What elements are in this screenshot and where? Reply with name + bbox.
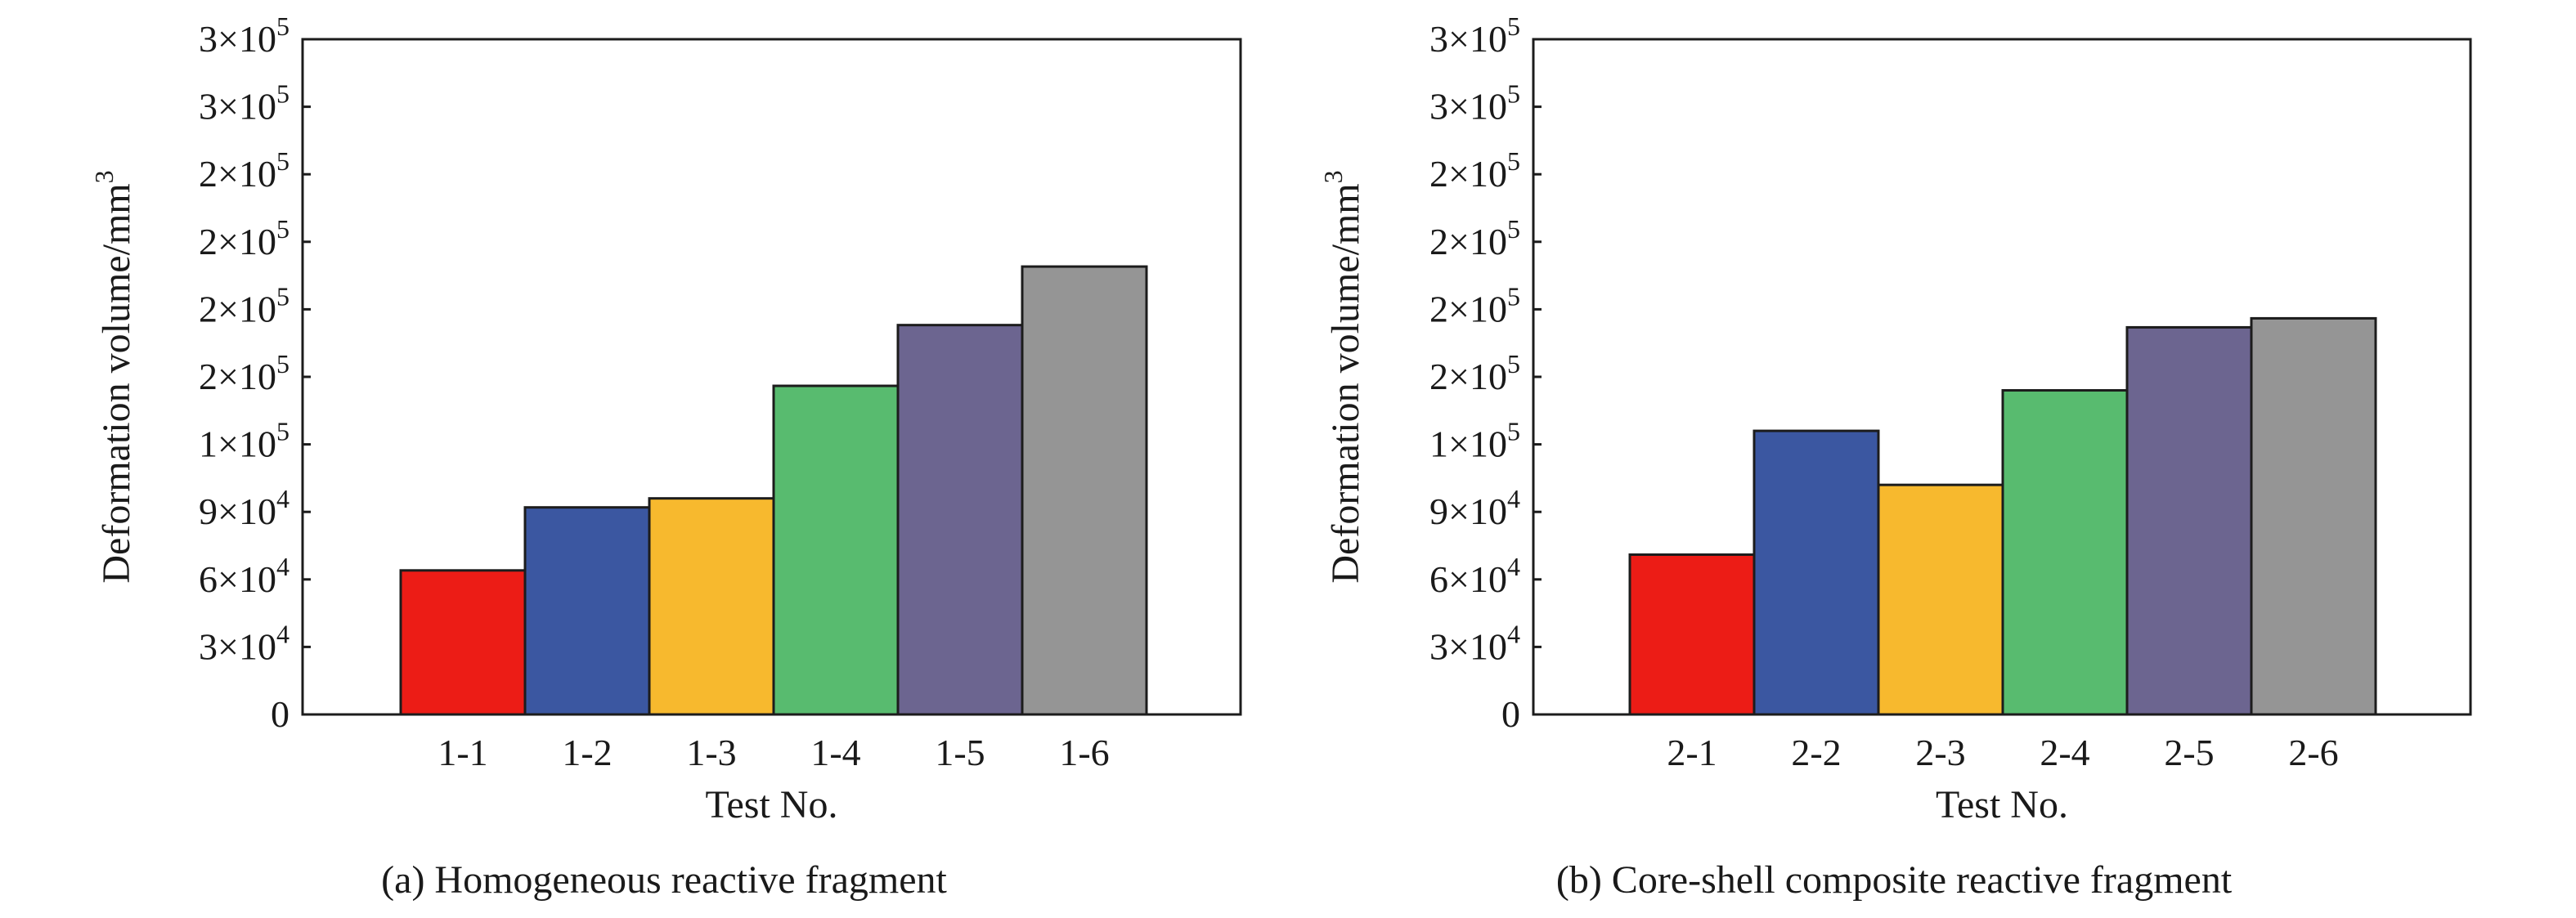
chart-b-ytick-label: 2×105 xyxy=(1429,349,1520,397)
chart-a-ytick-label: 9×104 xyxy=(199,484,289,532)
chart-a-caption: (a) Homogeneous reactive fragment xyxy=(381,858,947,902)
chart-a-y-axis-title: Deformation volume/mm3 xyxy=(89,170,138,583)
chart-b-ytick-label: 2×105 xyxy=(1429,281,1520,329)
chart-b-bar-2-2 xyxy=(1752,429,1880,716)
chart-a-ytick-label: 2×105 xyxy=(199,349,289,397)
chart-b-xtick-label-2-6: 2-6 xyxy=(2288,732,2338,773)
chart-a-bar-1-2 xyxy=(523,506,651,716)
chart-a-ytick-label: 3×105 xyxy=(199,11,289,60)
chart-a-xtick-label-1-2: 1-2 xyxy=(562,732,612,773)
chart-b-bar-2-3 xyxy=(1877,483,2004,716)
chart-a-bar-1-5 xyxy=(896,324,1024,716)
chart-b-xtick-label-2-1: 2-1 xyxy=(1667,732,1717,773)
chart-a-ytick-label: 3×104 xyxy=(199,619,289,667)
chart-a-ytick-label: 0 xyxy=(271,693,289,735)
chart-b-ytick-label: 2×105 xyxy=(1429,214,1520,262)
chart-a-x-axis-title: Test No. xyxy=(706,783,838,826)
chart-b-xtick-label-2-5: 2-5 xyxy=(2164,732,2214,773)
chart-a-bar-1-6 xyxy=(1021,265,1148,716)
chart-a-ytick-label: 1×105 xyxy=(199,417,289,465)
chart-b-y-axis-title: Deformation volume/mm3 xyxy=(1318,170,1367,583)
chart-b-ytick-label: 0 xyxy=(1501,693,1520,735)
chart-b-xtick-label-2-3: 2-3 xyxy=(1915,732,1965,773)
chart-b-ytick-label: 2×105 xyxy=(1429,146,1520,195)
chart-b-bar-2-4 xyxy=(2001,389,2129,716)
chart-a-ytick-label: 3×105 xyxy=(199,79,289,128)
chart-a-bar-1-4 xyxy=(772,384,900,716)
chart-b-ytick-label: 9×104 xyxy=(1429,484,1520,532)
chart-a-ytick-label: 6×104 xyxy=(199,552,289,600)
chart-a-xtick-label-1-6: 1-6 xyxy=(1059,732,1109,773)
chart-a-ytick-label: 2×105 xyxy=(199,146,289,195)
chart-b-ytick-label: 6×104 xyxy=(1429,552,1520,600)
chart-b-bar-2-5 xyxy=(2125,325,2253,716)
chart-a-xtick-label-1-4: 1-4 xyxy=(810,732,860,773)
chart-b-core-shell-fragment: 0 3×104 6×104 9×104 1×105 2×105 2×105 2×105 2×10… xyxy=(1318,11,2472,902)
chart-a-ytick-label: 2×105 xyxy=(199,214,289,262)
chart-b-bar-2-6 xyxy=(2250,316,2377,716)
chart-b-xtick-label-2-2: 2-2 xyxy=(1791,732,1841,773)
chart-a-ytick-label: 2×105 xyxy=(199,281,289,329)
chart-b-ytick-label: 3×105 xyxy=(1429,11,1520,60)
chart-b-ytick-label: 1×105 xyxy=(1429,417,1520,465)
chart-b-caption: (b) Core-shell composite reactive fragme… xyxy=(1556,858,2233,902)
chart-a-bar-1-1 xyxy=(399,569,527,716)
chart-a-xtick-label-1-5: 1-5 xyxy=(935,732,985,773)
chart-b-xtick-label-2-4: 2-4 xyxy=(2040,732,2089,773)
chart-b-bar-2-1 xyxy=(1628,553,1756,716)
chart-b-x-axis-title: Test No. xyxy=(1936,783,2068,826)
chart-a-homogeneous-fragment: 0 3×104 6×104 9×104 1×105 2×105 2×105 2×105 2×10… xyxy=(89,11,1242,902)
chart-b-ytick-label: 3×105 xyxy=(1429,79,1520,128)
chart-a-xtick-label-1-3: 1-3 xyxy=(686,732,736,773)
chart-a-bar-1-3 xyxy=(648,497,775,716)
chart-b-ytick-label: 3×104 xyxy=(1429,619,1520,667)
chart-a-xtick-label-1-1: 1-1 xyxy=(438,732,487,773)
